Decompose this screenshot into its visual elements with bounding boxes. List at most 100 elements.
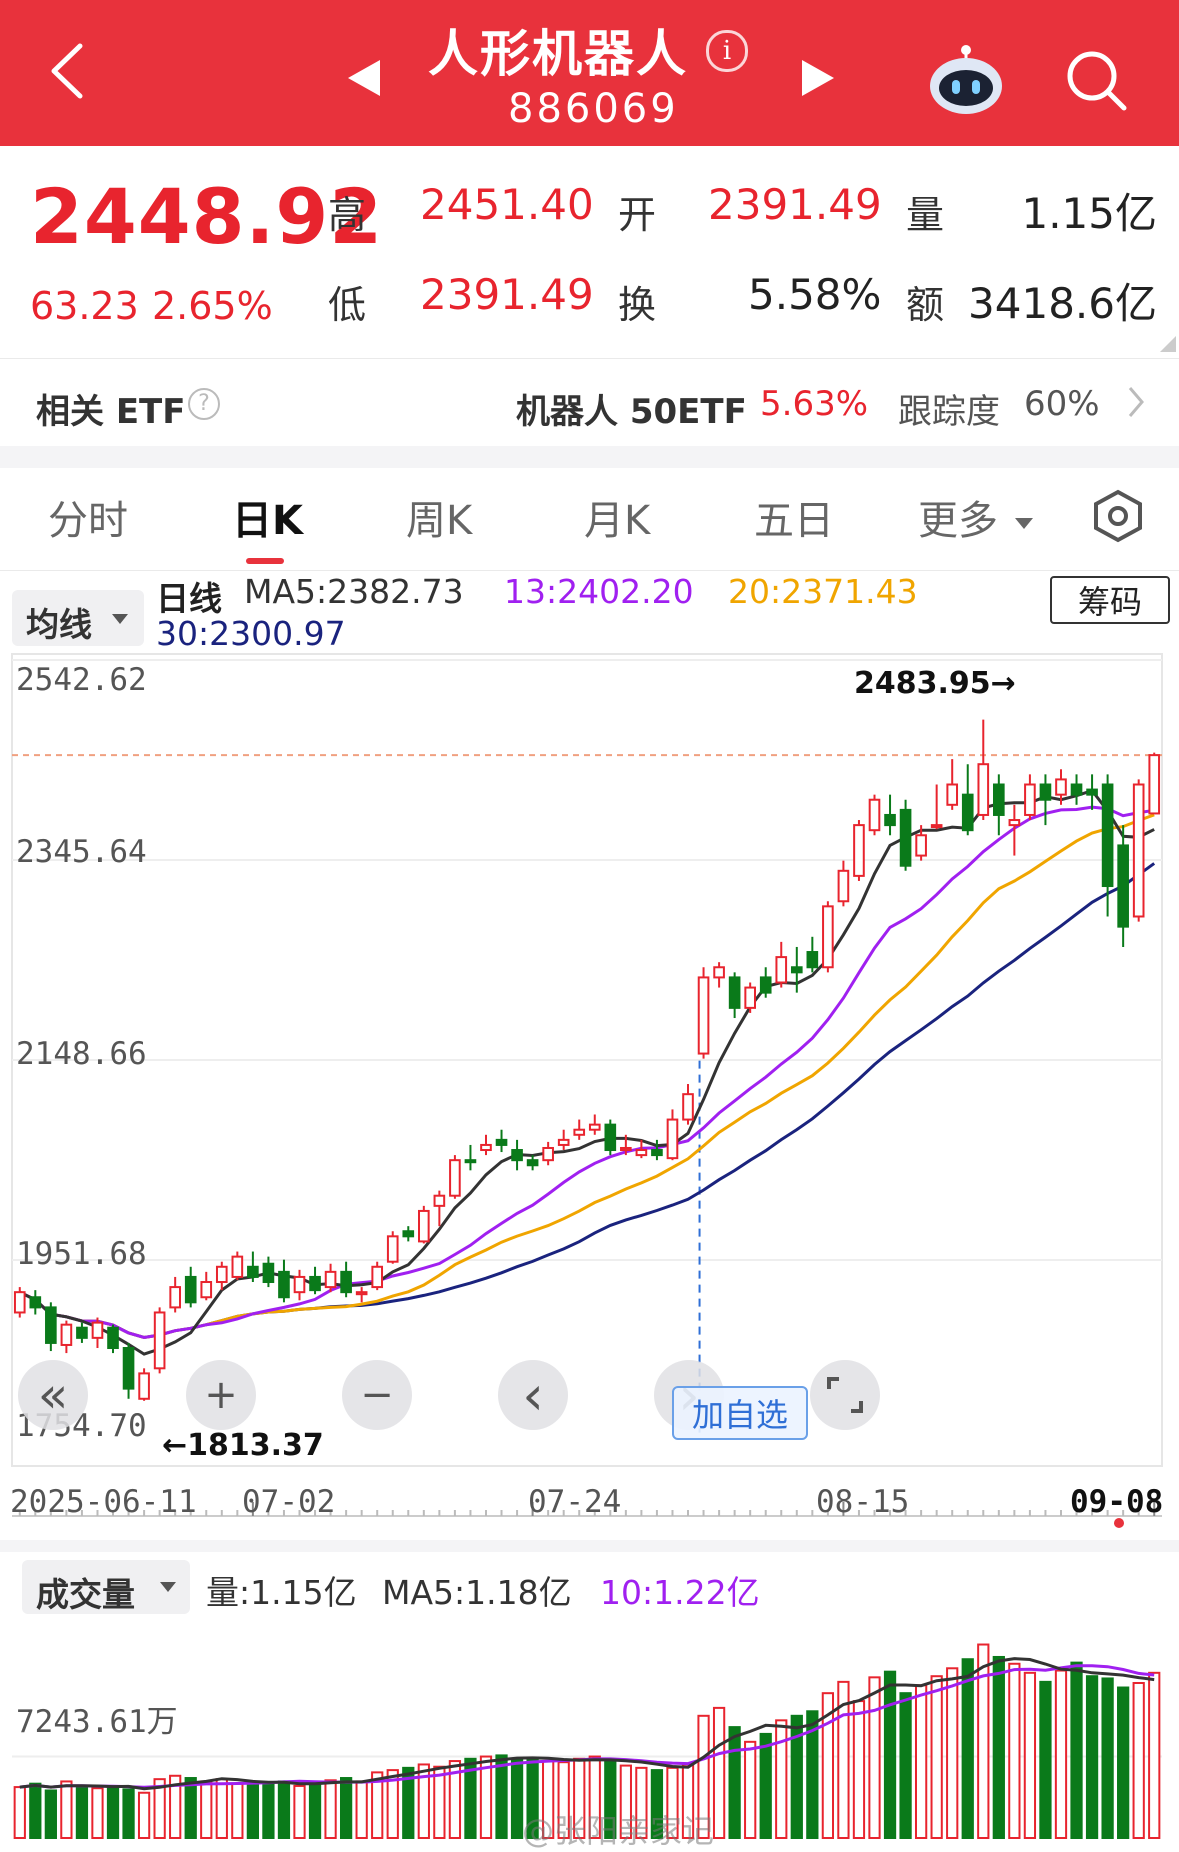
volume-bar	[262, 1781, 275, 1839]
add-watchlist-button[interactable]: 加自选	[672, 1386, 808, 1440]
volume-bar	[992, 1655, 1005, 1839]
ma30-line	[19, 862, 1156, 1340]
volume-bar	[883, 1670, 897, 1840]
etf-row[interactable]: 相关 ETF ? 机器人 50ETF 5.63% 跟踪度 60%	[0, 360, 1179, 446]
top-bar: 人形机器人 i 886069	[0, 0, 1179, 146]
volume-bar	[200, 1780, 213, 1840]
volume-bar	[1148, 1671, 1161, 1839]
volume-bar	[277, 1780, 291, 1840]
next-index-button[interactable]	[800, 58, 836, 102]
date-axis-label: 07-24	[528, 1484, 622, 1520]
date-axis-label: 09-08	[1070, 1484, 1164, 1520]
hexagon-settings-icon	[1094, 489, 1142, 543]
volume-bar	[153, 1778, 166, 1839]
open-label: 开	[618, 193, 657, 237]
low-value: 2391.49	[420, 270, 594, 319]
help-icon[interactable]: ?	[188, 388, 220, 420]
minus-icon: −	[360, 1372, 394, 1418]
amount-value: 3418.6亿	[968, 279, 1157, 328]
candle-body	[915, 834, 927, 857]
candle-body	[464, 1159, 477, 1164]
candle-body	[13, 1291, 26, 1314]
turnover-label: 换	[618, 283, 657, 327]
prev-index-button[interactable]	[346, 58, 382, 102]
volume-bar	[1008, 1662, 1021, 1840]
low-label: 低	[328, 283, 367, 327]
candle-body	[215, 1265, 228, 1284]
high-value: 2451.40	[420, 180, 594, 229]
volume-bar	[479, 1755, 493, 1839]
volume-bar	[961, 1658, 974, 1840]
tab-five-day[interactable]: 五日	[754, 498, 834, 544]
candle-body	[511, 1149, 523, 1162]
chart-settings-button[interactable]	[1090, 488, 1146, 548]
candle-body	[247, 1265, 259, 1278]
robot-assistant-button[interactable]	[926, 42, 1006, 122]
chips-button-label: 筹码	[1077, 583, 1142, 621]
volume-bar	[946, 1667, 959, 1839]
volume-ma5: MA5:1.18亿	[382, 1573, 572, 1612]
ma-selector[interactable]: 均线	[12, 590, 144, 646]
candle-body	[200, 1281, 213, 1299]
zoom-in-button[interactable]: +	[186, 1360, 256, 1430]
candle-body	[822, 905, 834, 969]
volume-bar	[215, 1778, 228, 1839]
price-change: 63.23	[30, 284, 139, 328]
volume-bar	[371, 1771, 384, 1839]
search-icon	[1067, 51, 1127, 111]
rewind-button[interactable]: «	[18, 1360, 88, 1430]
scroll-prev-button[interactable]: ‹	[498, 1360, 568, 1430]
tab-weekly-k[interactable]: 周K	[406, 498, 473, 544]
add-watchlist-label: 加自选	[691, 1396, 788, 1434]
candle-body	[29, 1296, 42, 1309]
candle-body	[324, 1270, 337, 1289]
candle-body	[122, 1347, 135, 1390]
volume-ma5-line	[19, 1657, 1155, 1791]
volume-selector-label: 成交量	[36, 1575, 135, 1614]
volume-bar	[122, 1788, 135, 1839]
etf-name: 机器人 50ETF	[516, 392, 747, 432]
tab-more[interactable]: 更多	[918, 488, 1033, 546]
candle-body	[184, 1275, 197, 1304]
volume-bar	[464, 1757, 477, 1839]
expand-button[interactable]	[810, 1360, 880, 1430]
tab-fenshi[interactable]: 分时	[48, 498, 128, 544]
chips-button[interactable]: 筹码	[1050, 576, 1170, 624]
today-dot	[1114, 1518, 1124, 1528]
caret-down-icon	[1014, 517, 1033, 529]
candle-body	[868, 798, 881, 832]
volume-bar	[868, 1676, 881, 1839]
info-icon[interactable]: i	[706, 30, 748, 72]
ma5-value: MA5:2382.73	[244, 572, 464, 611]
corner-fold-icon	[1160, 336, 1176, 352]
volume-bar	[759, 1732, 772, 1839]
volume-bar	[775, 1719, 788, 1839]
candle-body	[293, 1275, 306, 1294]
candle-body	[1148, 754, 1161, 815]
zoom-out-button[interactable]: −	[342, 1360, 412, 1430]
volume-bar	[837, 1680, 850, 1840]
candle-body	[853, 824, 865, 877]
volume-bar	[60, 1780, 73, 1840]
candlestick-chart[interactable]	[0, 640, 1179, 1540]
candle-body	[278, 1270, 290, 1299]
search-button[interactable]	[1064, 48, 1128, 116]
volume-chart[interactable]	[0, 1620, 1179, 1850]
candle-body	[433, 1194, 446, 1207]
volume-value: 1.15亿	[1021, 189, 1157, 238]
volume-bar	[1132, 1681, 1145, 1839]
tab-daily-k[interactable]: 日K	[232, 498, 303, 544]
volume-bar	[650, 1769, 664, 1839]
volume-selector[interactable]: 成交量	[22, 1560, 190, 1614]
volume-bar	[44, 1789, 57, 1839]
volume-bar	[13, 1786, 26, 1839]
candle-body	[713, 966, 725, 979]
candle-body	[884, 813, 896, 827]
candle-body	[744, 986, 756, 1009]
price-axis-label: 2148.66	[16, 1036, 147, 1072]
tab-monthly-k[interactable]: 月K	[584, 498, 651, 544]
back-button[interactable]	[40, 36, 100, 106]
divider	[0, 570, 1179, 571]
candle-body	[1132, 783, 1145, 918]
candle-body	[231, 1255, 244, 1278]
